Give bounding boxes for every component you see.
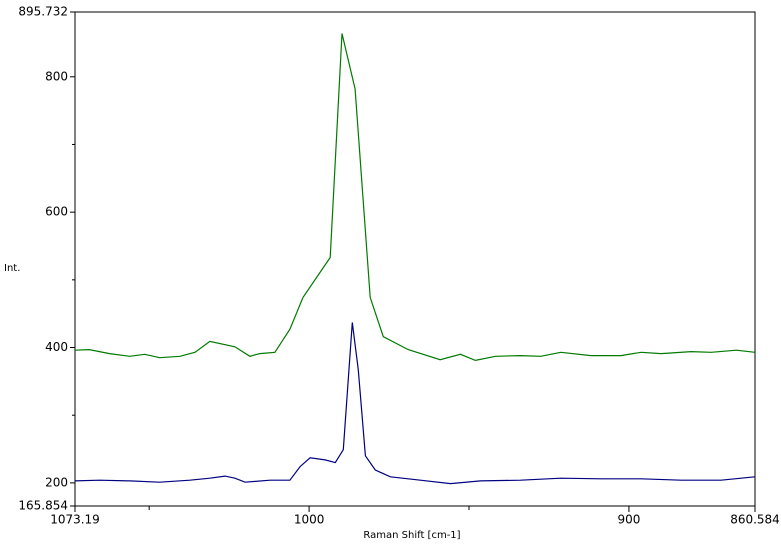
y-tick-label: 165.854 (18, 499, 68, 513)
x-tick-label: 1000 (294, 513, 325, 527)
y-tick-label: 600 (45, 205, 68, 219)
y-axis-label: Int. (4, 263, 20, 274)
spectrum-line (74, 33, 755, 362)
spectrum-line (74, 322, 755, 485)
x-axis-label: Raman Shift [cm-1] (363, 530, 460, 541)
y-tick-label: 895.732 (18, 5, 68, 19)
y-tick-label: 200 (45, 475, 68, 489)
plot-frame (74, 11, 756, 507)
y-tick-label: 800 (45, 69, 68, 83)
x-tick-label: 1073.19 (50, 513, 100, 527)
x-tick-label: 900 (617, 513, 640, 527)
x-tick-label: 860.584 (730, 513, 780, 527)
y-tick-label: 400 (45, 340, 68, 354)
